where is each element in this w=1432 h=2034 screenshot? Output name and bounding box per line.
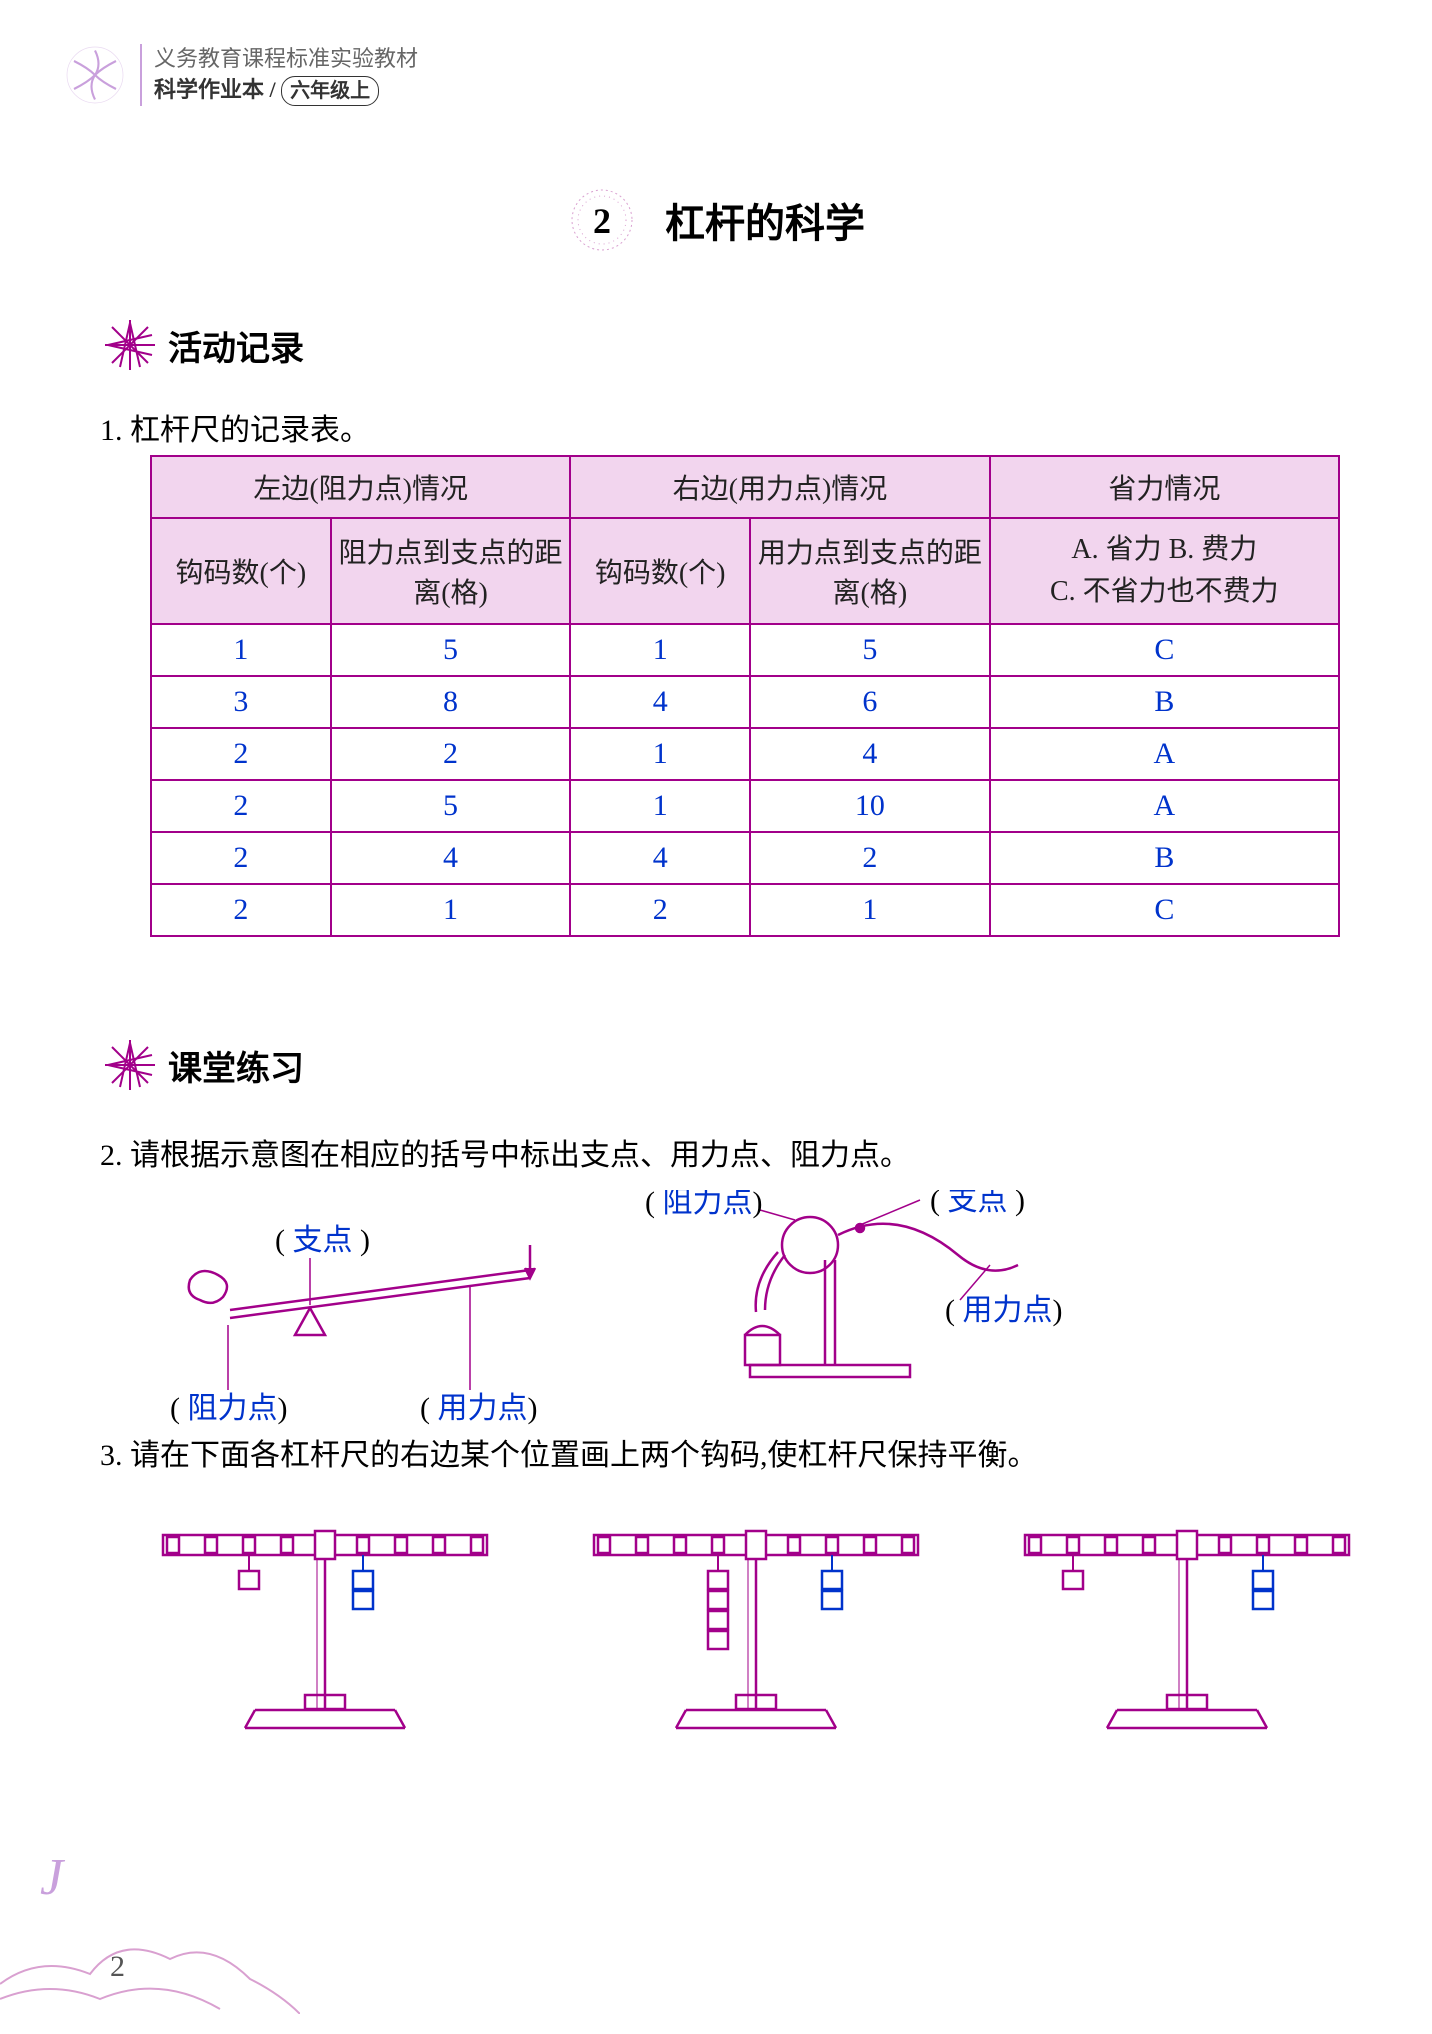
sunburst-icon	[100, 315, 160, 375]
table-cell: 4	[750, 728, 990, 780]
table-cell: 1	[570, 728, 750, 780]
page-number: 2	[110, 1950, 125, 1984]
table-cell: B	[990, 832, 1339, 884]
header-subtitle: 义务教育课程标准实验教材	[154, 44, 418, 75]
section-activity: 活动记录	[100, 315, 304, 375]
label-paren: ( 阻力点)	[645, 1190, 763, 1219]
lesson-number: 2	[593, 201, 611, 241]
table-cell: 1	[331, 884, 571, 936]
table-cell: 1	[570, 780, 750, 832]
header-left-group: 左边(阻力点)情况	[151, 456, 570, 518]
table-cell: C	[990, 884, 1339, 936]
table-cell: 5	[331, 624, 571, 676]
table-cell: 1	[570, 624, 750, 676]
table-cell: 2	[151, 780, 331, 832]
table-cell: 2	[331, 728, 571, 780]
header-effort-group: 省力情况	[990, 456, 1339, 518]
lever-record-table: 左边(阻力点)情况 右边(用力点)情况 省力情况 钩码数(个) 阻力点到支点的距…	[150, 455, 1340, 937]
corner-letter: J	[40, 1849, 66, 1906]
table-row: 1515C	[151, 624, 1339, 676]
sunburst-icon	[100, 1035, 160, 1095]
table-cell: 4	[331, 832, 571, 884]
header-title: 科学作业本 / 六年级上	[154, 75, 418, 106]
lesson-title: 2 杠杆的科学	[0, 185, 1432, 255]
label-paren: ( 阻力点)	[170, 1392, 288, 1425]
section-practice: 课堂练习	[100, 1035, 304, 1095]
label-paren: ( 支点 )	[275, 1224, 370, 1257]
table-body: 1515C3846B2214A25110A2442B2121C	[151, 624, 1339, 936]
table-row: 25110A	[151, 780, 1339, 832]
lever-diagram-svg: ( 支点 ) ( 阻力点) ( 用力点)	[100, 1190, 1350, 1430]
balance-scale	[571, 1500, 941, 1750]
table-cell: 8	[331, 676, 571, 728]
question-1: 1. 杠杆尺的记录表。	[100, 405, 1352, 449]
table-cell: 1	[750, 884, 990, 936]
header-right-dist: 用力点到支点的距离(格)	[750, 518, 990, 624]
table-cell: 4	[570, 676, 750, 728]
table-cell: 2	[570, 884, 750, 936]
balance-diagrams	[140, 1500, 1372, 1760]
table-cell: 5	[750, 624, 990, 676]
header-text: 义务教育课程标准实验教材 科学作业本 / 六年级上	[140, 44, 418, 106]
header-effort-options: A. 省力 B. 费力 C. 不省力也不费力	[990, 518, 1339, 624]
header-right-count: 钩码数(个)	[570, 518, 750, 624]
label-paren: ( 用力点)	[420, 1392, 538, 1425]
table-cell: 2	[151, 832, 331, 884]
balance-scale	[1002, 1500, 1372, 1750]
table-cell: A	[990, 780, 1339, 832]
table-cell: 6	[750, 676, 990, 728]
question-3: 3. 请在下面各杠杆尺的右边某个位置画上两个钩码,使杠杆尺保持平衡。	[100, 1430, 1352, 1474]
lesson-number-badge: 2	[567, 185, 637, 255]
table-cell: 10	[750, 780, 990, 832]
table-row: 2214A	[151, 728, 1339, 780]
corner-cloud-icon: J	[0, 1834, 300, 2014]
table-head: 左边(阻力点)情况 右边(用力点)情况 省力情况 钩码数(个) 阻力点到支点的距…	[151, 456, 1339, 624]
header-right-group: 右边(用力点)情况	[570, 456, 989, 518]
table-cell: 2	[151, 884, 331, 936]
table-cell: 1	[151, 624, 331, 676]
table-cell: 3	[151, 676, 331, 728]
table-row: 2121C	[151, 884, 1339, 936]
question-2: 2. 请根据示意图在相应的括号中标出支点、用力点、阻力点。	[100, 1130, 1352, 1174]
table-cell: 2	[750, 832, 990, 884]
table-cell: 4	[570, 832, 750, 884]
table-cell: A	[990, 728, 1339, 780]
table-cell: 5	[331, 780, 571, 832]
table-cell: B	[990, 676, 1339, 728]
table-row: 3846B	[151, 676, 1339, 728]
table-cell: 2	[151, 728, 331, 780]
label-paren: ( 用力点)	[945, 1294, 1063, 1327]
lever-diagrams: ( 支点 ) ( 阻力点) ( 用力点)	[100, 1190, 1352, 1420]
header-left-dist: 阻力点到支点的距离(格)	[331, 518, 571, 624]
logo-swirl-icon	[60, 40, 130, 110]
lesson-title-text: 杠杆的科学	[665, 201, 865, 246]
table-cell: C	[990, 624, 1339, 676]
table-row: 2442B	[151, 832, 1339, 884]
grade-badge: 六年级上	[281, 76, 379, 106]
balance-scale	[140, 1500, 510, 1750]
header-left-count: 钩码数(个)	[151, 518, 331, 624]
label-paren: ( 支点 )	[930, 1190, 1025, 1217]
page-header: 义务教育课程标准实验教材 科学作业本 / 六年级上	[60, 40, 418, 110]
